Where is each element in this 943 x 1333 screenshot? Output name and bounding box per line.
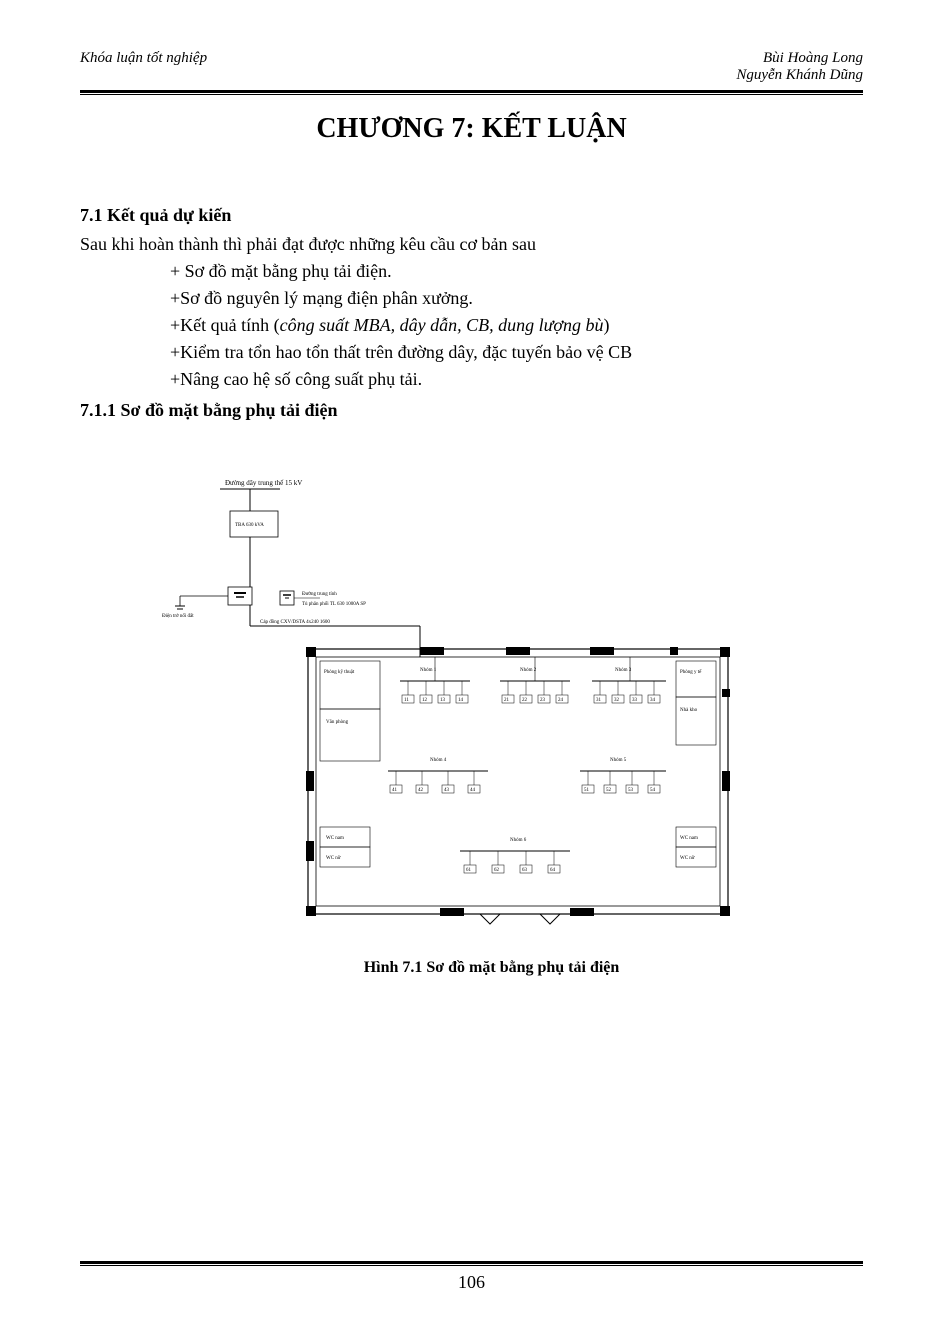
room-5: Phòng y tế (680, 670, 702, 675)
section-7-1-1-heading: 7.1.1 Sơ đồ mặt bằng phụ tải điện (80, 400, 863, 421)
grp-2: Nhóm 2 (520, 668, 537, 673)
floorplan-diagram-icon: Đường dây trung thế 15 kV TBA 630 kVA Đi… (120, 471, 740, 941)
svg-text:64: 64 (550, 868, 556, 873)
grp-5: Nhóm 5 (610, 758, 627, 763)
bullet-3-italic: công suất MBA, dây dẫn, CB, dung lượng b… (280, 315, 604, 335)
page-footer: 106 (80, 1261, 863, 1293)
section-7-1-heading: 7.1 Kết quả dự kiến (80, 205, 863, 226)
svg-text:42: 42 (418, 788, 424, 793)
room-8: WC nữ (680, 856, 695, 861)
svg-text:23: 23 (540, 698, 546, 703)
lbl-src: Đường dây trung thế 15 kV (225, 479, 302, 487)
grp-1: Nhóm 1 (420, 668, 437, 673)
svg-text:62: 62 (494, 868, 500, 873)
bullet-3: +Kết quả tính (công suất MBA, dây dẫn, C… (170, 315, 863, 336)
author-2: Nguyễn Khánh Dũng (736, 67, 863, 84)
chapter-title: CHƯƠNG 7: KẾT LUẬN (80, 113, 863, 145)
lbl-gnd-left: Điện trở nối đất (162, 614, 194, 619)
svg-text:21: 21 (504, 698, 510, 703)
figure-7-1: Đường dây trung thế 15 kV TBA 630 kVA Đi… (120, 471, 863, 977)
header-rule-thin (80, 94, 863, 95)
bullet-4: +Kiểm tra tổn hao tổn thất trên đường dâ… (170, 342, 863, 363)
room-6: Nhà kho (680, 708, 698, 713)
page-number: 106 (80, 1272, 863, 1293)
intro-paragraph: Sau khi hoàn thành thì phải đạt được nhữ… (80, 234, 863, 255)
page-header: Khóa luận tốt nghiệp Bùi Hoàng Long Nguy… (80, 50, 863, 90)
lbl-panel: Tủ phân phối TL 630 1000A SP (302, 602, 366, 607)
room-2: Văn phòng (326, 720, 349, 725)
svg-text:12: 12 (422, 698, 428, 703)
svg-text:54: 54 (650, 788, 656, 793)
svg-text:32: 32 (614, 698, 620, 703)
room-7: WC nam (680, 836, 698, 841)
svg-text:44: 44 (470, 788, 476, 793)
grp-6: Nhóm 6 (510, 838, 527, 843)
svg-text:13: 13 (440, 698, 446, 703)
svg-text:52: 52 (606, 788, 612, 793)
grp6-panels: 61 62 63 64 (464, 851, 560, 873)
header-left: Khóa luận tốt nghiệp (80, 50, 207, 84)
bullet-list: + Sơ đồ mặt bằng phụ tải điện. +Sơ đồ ng… (170, 261, 863, 390)
grp1-panels: 11 12 13 14 (402, 681, 468, 703)
svg-text:61: 61 (466, 868, 472, 873)
bullet-3-post: ) (604, 315, 610, 335)
svg-text:33: 33 (632, 698, 638, 703)
svg-text:31: 31 (596, 698, 602, 703)
svg-text:24: 24 (558, 698, 564, 703)
header-right: Bùi Hoàng Long Nguyễn Khánh Dũng (736, 50, 863, 84)
room-4: WC nữ (326, 856, 341, 861)
bullet-5: +Nâng cao hệ số công suất phụ tải. (170, 369, 863, 390)
figure-caption: Hình 7.1 Sơ đồ mặt bằng phụ tải điện (120, 959, 863, 977)
svg-text:11: 11 (404, 698, 409, 703)
grp-3: Nhóm 3 (615, 668, 632, 673)
grp-4: Nhóm 4 (430, 758, 447, 763)
bullet-1: + Sơ đồ mặt bằng phụ tải điện. (170, 261, 863, 282)
svg-text:22: 22 (522, 698, 528, 703)
grp4-panels: 41 42 43 44 (390, 771, 480, 793)
grp3-panels: 31 32 33 34 (594, 681, 660, 703)
svg-text:53: 53 (628, 788, 634, 793)
svg-text:14: 14 (458, 698, 464, 703)
bullet-2: +Sơ đồ nguyên lý mạng điện phân xưởng. (170, 288, 863, 309)
lbl-tba: TBA 630 kVA (235, 523, 264, 528)
svg-text:34: 34 (650, 698, 656, 703)
svg-text:43: 43 (444, 788, 450, 793)
room-3: WC nam (326, 836, 344, 841)
grp5-panels: 51 52 53 54 (582, 771, 660, 793)
grp2-panels: 21 22 23 24 (502, 681, 568, 703)
room-1: Phòng kỹ thuật (324, 670, 355, 675)
svg-text:63: 63 (522, 868, 528, 873)
author-1: Bùi Hoàng Long (736, 50, 863, 67)
header-rule-thick (80, 90, 863, 93)
bullet-3-pre: +Kết quả tính ( (170, 315, 280, 335)
lbl-gnd-right: Đường trung tính (302, 592, 337, 597)
lbl-cable: Cáp đồng CXV/DSTA 4x240 1600 (260, 620, 330, 625)
svg-text:41: 41 (392, 788, 398, 793)
svg-text:51: 51 (584, 788, 590, 793)
